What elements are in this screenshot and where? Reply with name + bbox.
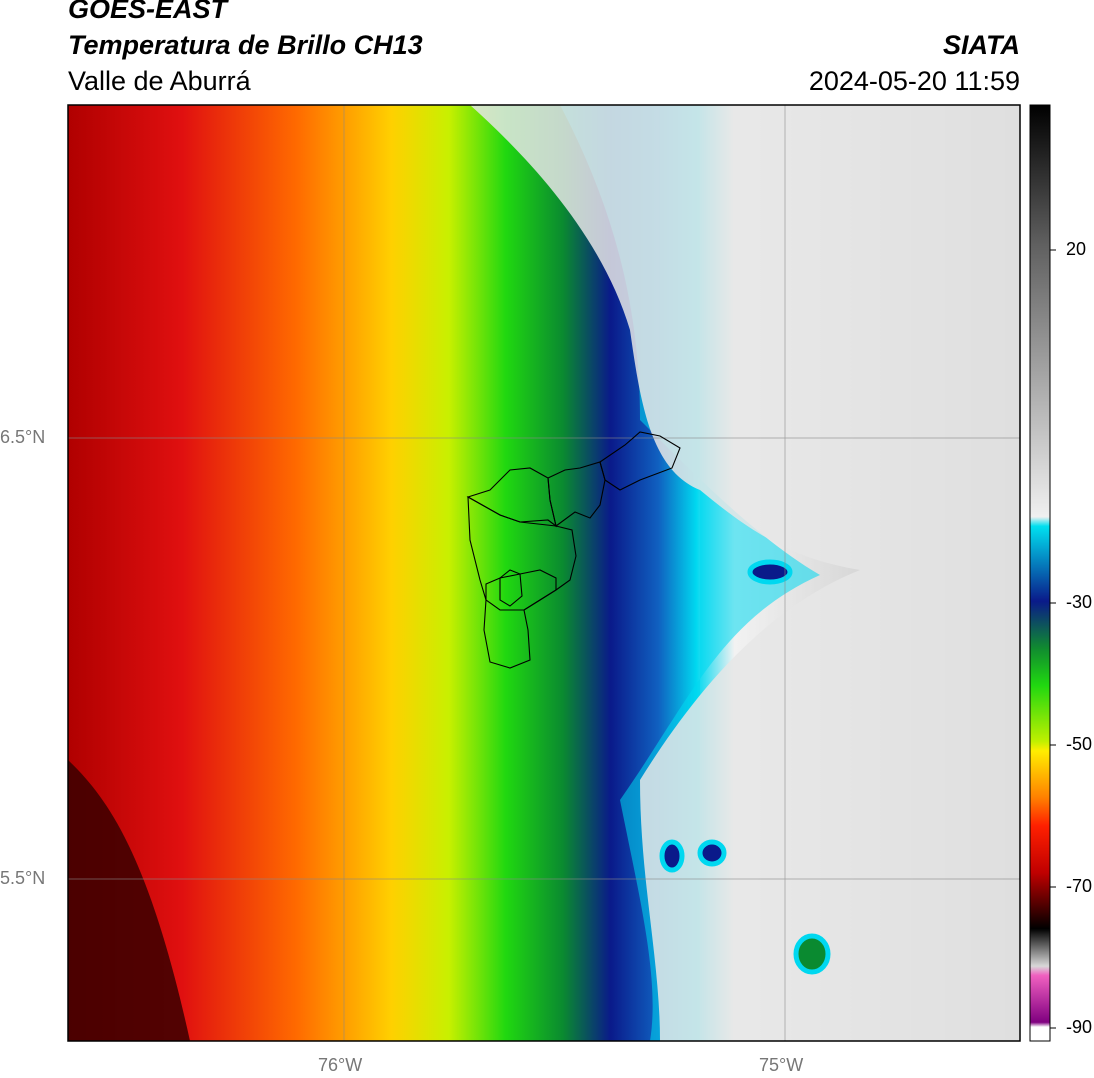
cold-cell (793, 933, 831, 975)
cold-cell (659, 839, 685, 873)
satellite-title: GOES-EAST (68, 0, 228, 24)
lat-tick-label: 5.5°N (0, 868, 46, 888)
cold-region-left-dark (68, 760, 190, 1041)
map-frame (67, 104, 1021, 1042)
cold-cell (747, 559, 793, 585)
lon-tick-label: 75°W (759, 1055, 804, 1075)
temperature-field (68, 105, 1020, 1041)
colorbar-tick-label: -70 (1066, 876, 1093, 896)
colorbar-tick-marks (1050, 249, 1056, 1029)
municipality-boundaries (466, 431, 681, 669)
colorbar-tick-label: -90 (1066, 1017, 1093, 1037)
datetime-label: 2024-05-20 11:59 (808, 66, 1020, 96)
cloud-edge-cyan (560, 105, 820, 1041)
product-title: Temperatura de Brillo CH13 (68, 30, 423, 60)
graticule (68, 105, 1020, 1041)
lat-tick-label: 6.5°N (0, 427, 46, 447)
cold-cell (697, 839, 727, 867)
colorbar-tick-label: -50 (1066, 734, 1093, 754)
colorbar (1029, 104, 1051, 1042)
region-label: Valle de Aburrá (68, 66, 251, 96)
colorbar-tick-label: 20 (1066, 239, 1087, 259)
clear-sky-region (470, 105, 1020, 1041)
lon-tick-label: 76°W (318, 1055, 363, 1075)
colorbar-tick-label: -30 (1066, 592, 1093, 612)
agency-label: SIATA (943, 30, 1020, 60)
